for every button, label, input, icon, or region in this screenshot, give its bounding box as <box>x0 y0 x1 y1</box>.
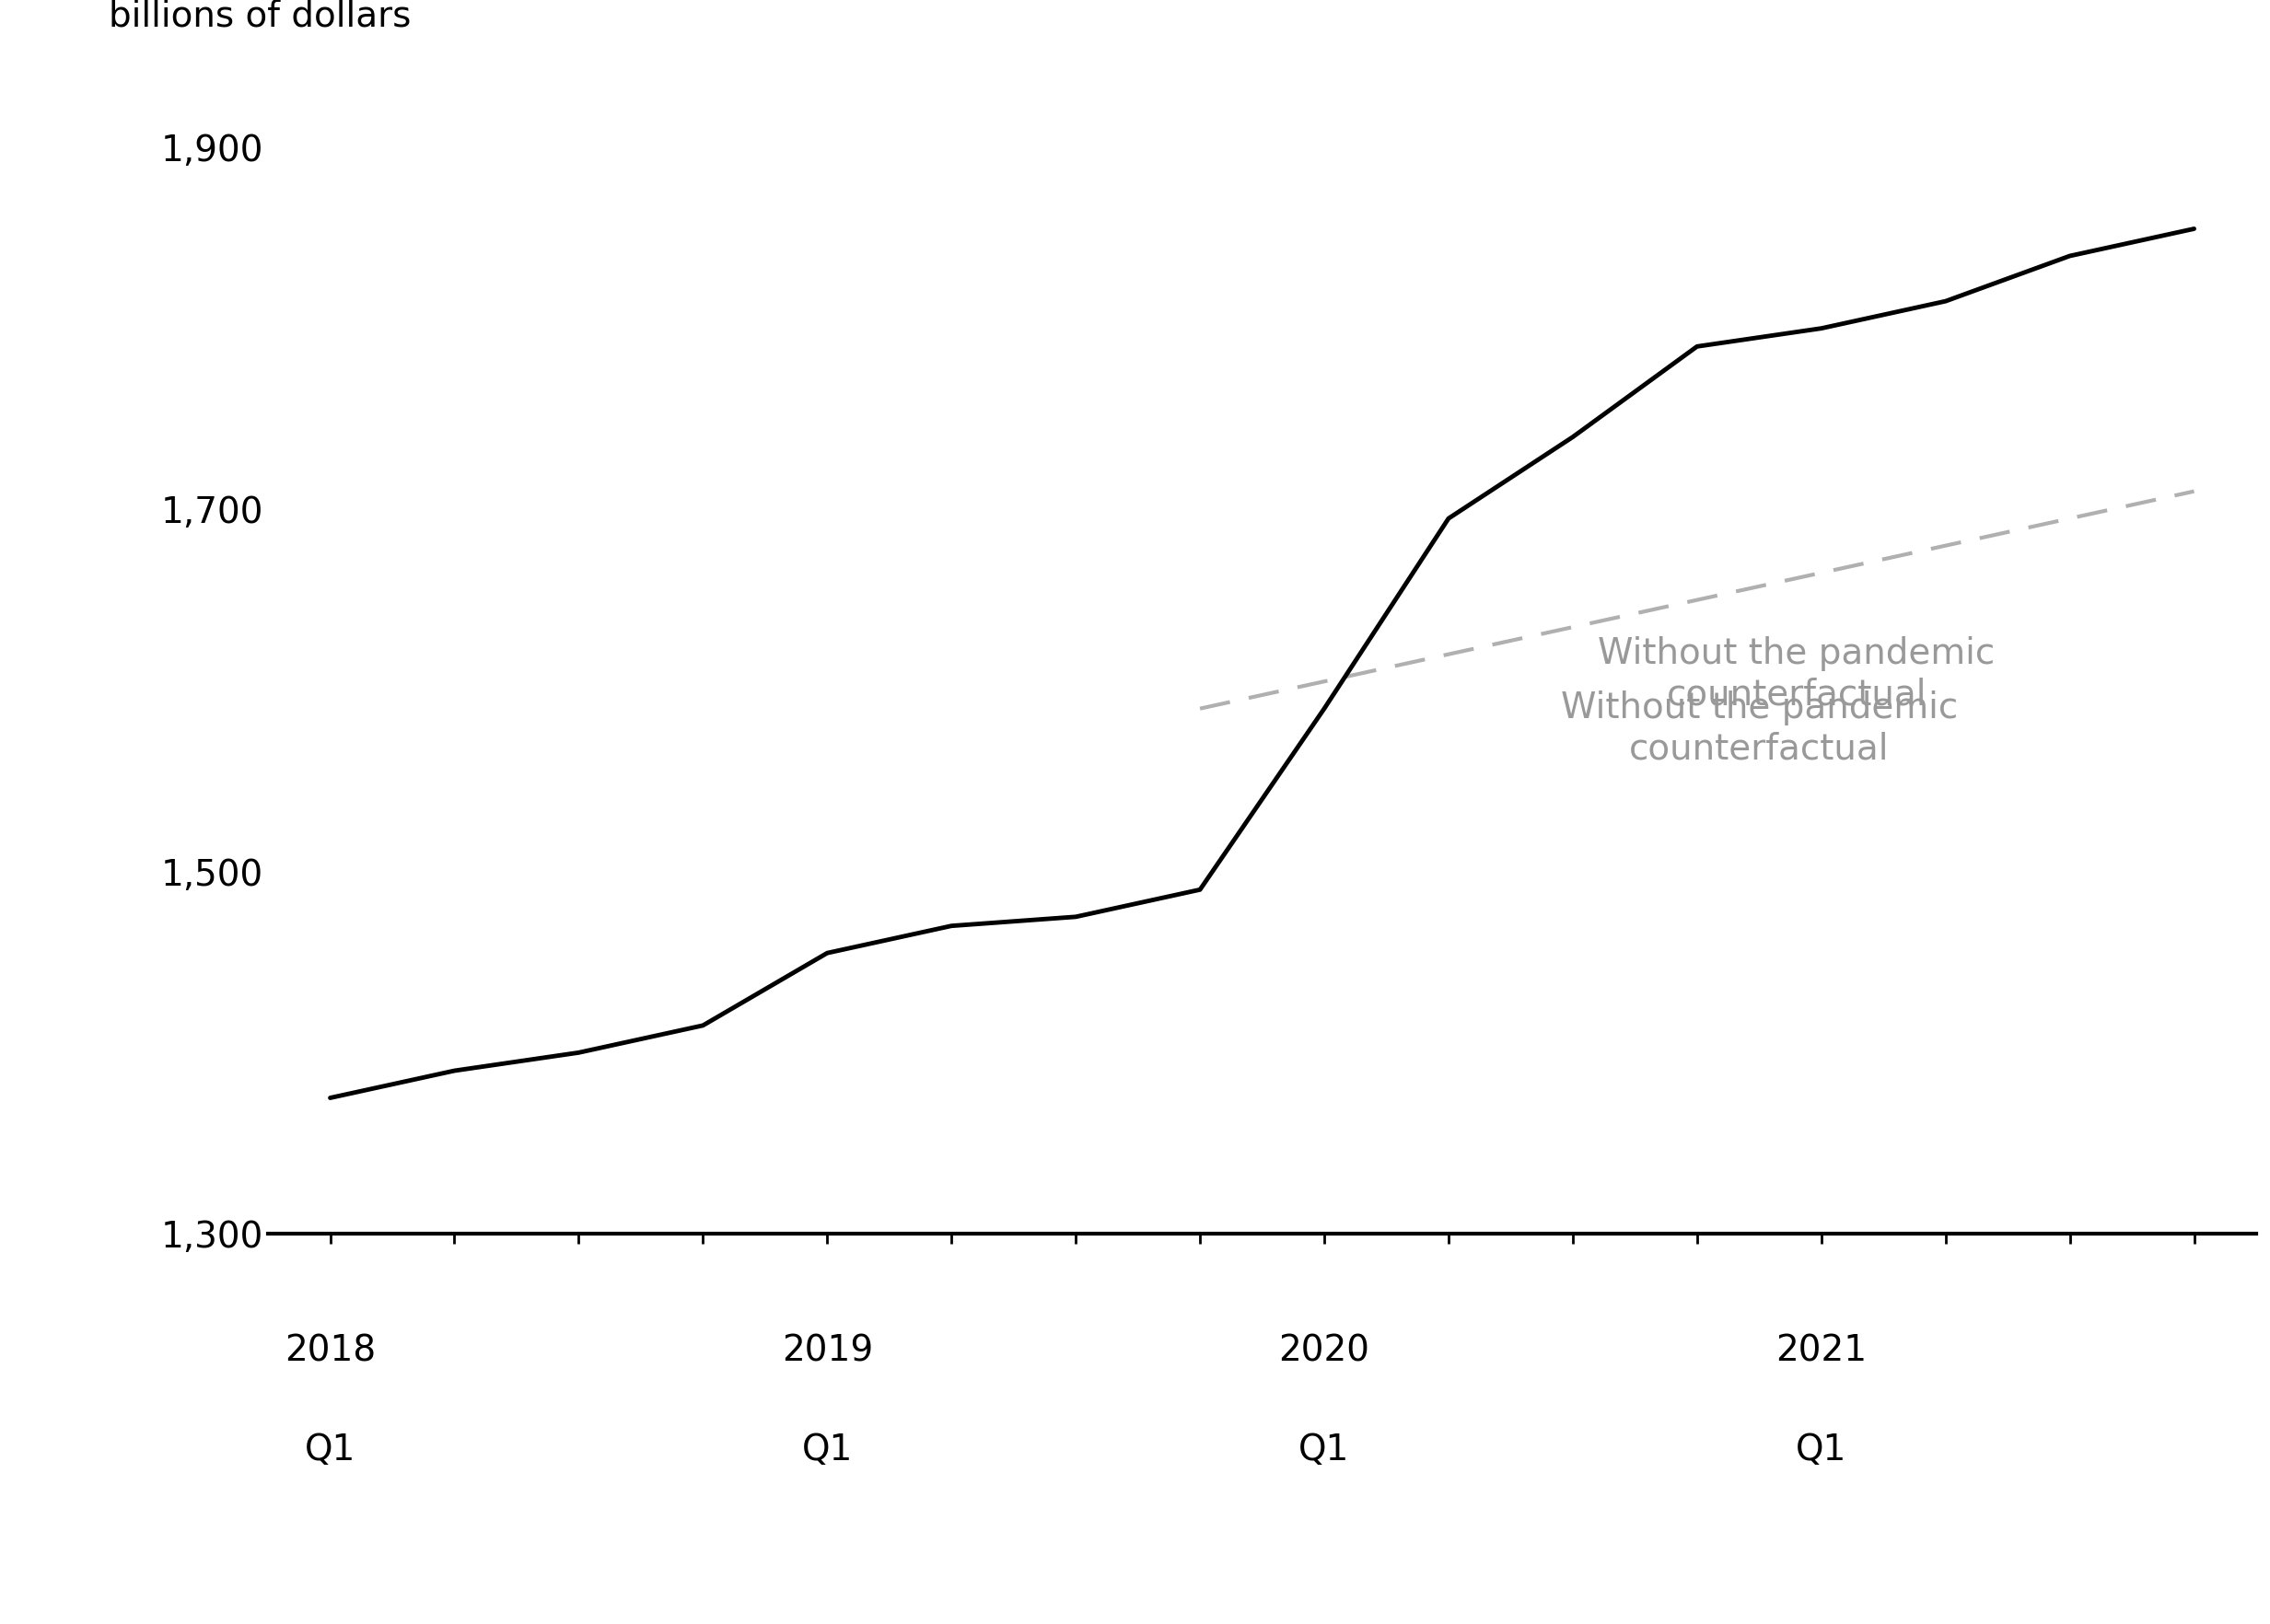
Text: 2018: 2018 <box>284 1333 377 1369</box>
Text: Q1: Q1 <box>801 1432 854 1468</box>
Text: 2019: 2019 <box>781 1333 874 1369</box>
Text: Q1: Q1 <box>1796 1432 1848 1468</box>
Text: Without the pandemic
counterfactual: Without the pandemic counterfactual <box>1559 690 1957 767</box>
Y-axis label: billions of dollars: billions of dollars <box>109 0 411 32</box>
Text: Without the pandemic
counterfactual: Without the pandemic counterfactual <box>1598 637 1995 711</box>
Text: 2021: 2021 <box>1775 1333 1866 1369</box>
Text: 2020: 2020 <box>1278 1333 1369 1369</box>
Text: Q1: Q1 <box>304 1432 356 1468</box>
Text: Q1: Q1 <box>1298 1432 1351 1468</box>
